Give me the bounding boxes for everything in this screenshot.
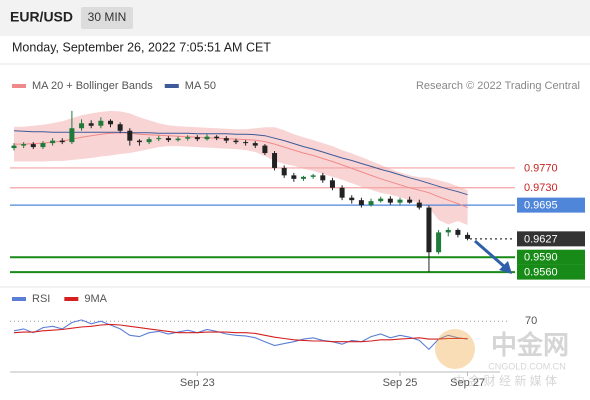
interval-box: [81, 7, 133, 29]
candle-body: [88, 123, 94, 126]
watermark-logo: [435, 329, 475, 369]
level-label: 0.9695: [524, 200, 558, 212]
candle-body: [436, 232, 442, 253]
level-label: 0.9627: [524, 233, 558, 245]
candle-body: [329, 180, 335, 188]
candle-body: [185, 137, 191, 139]
candle-body: [50, 140, 56, 144]
candle-body: [291, 175, 297, 179]
candle-body: [320, 175, 326, 181]
candle-body: [252, 143, 258, 146]
candle-body: [21, 144, 27, 146]
legend-swatch: [64, 297, 79, 301]
candle-body: [445, 229, 451, 233]
candle-body: [243, 142, 249, 144]
level-label: 0.9560: [524, 266, 558, 278]
candle-body: [301, 176, 306, 179]
legend-swatch: [164, 84, 179, 88]
legend-label: MA 50: [185, 80, 216, 92]
level-label-box: [517, 231, 585, 247]
watermark: 中金网 CNGOLD.COM.CN 中 金 财 经 新 媒 体: [435, 329, 569, 388]
candle-body: [175, 138, 181, 141]
candle-body: [204, 136, 210, 140]
candle-body: [136, 140, 142, 143]
candle-body: [223, 138, 229, 141]
candle-body: [40, 143, 46, 148]
rsi-line: [13, 323, 468, 343]
candle-body: [368, 201, 374, 206]
level-label-box: [517, 249, 585, 265]
interval: 30 MIN: [88, 10, 127, 24]
candle-body: [11, 145, 17, 149]
ma-line: [14, 132, 468, 209]
x-tick-label: Sep 27: [450, 377, 485, 389]
candle-body: [79, 123, 85, 129]
watermark-name: 中金网: [491, 330, 569, 360]
level-label-box: [517, 264, 585, 280]
watermark-site: CNGOLD.COM.CN: [488, 361, 566, 371]
level-label: 0.9590: [524, 252, 558, 264]
candle-body: [194, 137, 200, 140]
trend-arrow: [474, 239, 507, 270]
candle-body: [416, 202, 422, 208]
candle-body: [281, 167, 287, 176]
legend-label: RSI: [32, 293, 50, 305]
candle-body: [397, 199, 403, 203]
x-tick-label: Sep 23: [180, 377, 215, 389]
legend-swatch: [12, 297, 26, 301]
candle-body: [387, 198, 393, 203]
level-label: 0.9770: [524, 162, 558, 174]
candle-body: [358, 200, 364, 206]
y-tick-label: 70: [525, 315, 537, 327]
candle-body: [272, 153, 278, 168]
trend-arrow-head: [499, 261, 512, 274]
candle-body: [117, 124, 123, 131]
legend-label: MA 20 + Bollinger Bands: [32, 80, 153, 92]
candle-body: [455, 229, 461, 235]
credit: Research © 2022 Trading Central: [416, 80, 580, 92]
level-label-box: [517, 197, 585, 213]
candle-body: [214, 136, 220, 139]
x-tick-label: Sep 25: [383, 377, 418, 389]
symbol: EUR/USD: [10, 9, 73, 25]
level-label: 0.9730: [524, 182, 558, 194]
candle-body: [127, 130, 133, 141]
watermark-tagline: 中 金 财 经 新 媒 体: [453, 373, 557, 388]
candle-body: [146, 139, 152, 143]
rsi-line: [13, 319, 468, 351]
candle-body: [69, 128, 75, 143]
candle-body: [30, 144, 36, 148]
legend-swatch: [12, 84, 26, 88]
candle-body: [156, 138, 162, 140]
candle-body: [310, 175, 316, 177]
candle-body: [426, 207, 432, 253]
timestamp: Monday, September 26, 2022 7:05:51 AM CE…: [12, 40, 271, 54]
candle-body: [465, 234, 471, 239]
ma-line: [13, 130, 468, 196]
candle-body: [98, 120, 104, 126]
candle-body: [233, 140, 239, 143]
legend-label: 9MA: [84, 293, 107, 305]
candle-body: [349, 197, 355, 201]
candle-body: [262, 145, 268, 154]
candle-body: [165, 138, 171, 141]
candle-body: [339, 187, 345, 198]
candle-body: [59, 140, 65, 143]
candle-body: [108, 120, 113, 125]
candle-body: [407, 199, 413, 203]
candle-body: [378, 198, 384, 202]
